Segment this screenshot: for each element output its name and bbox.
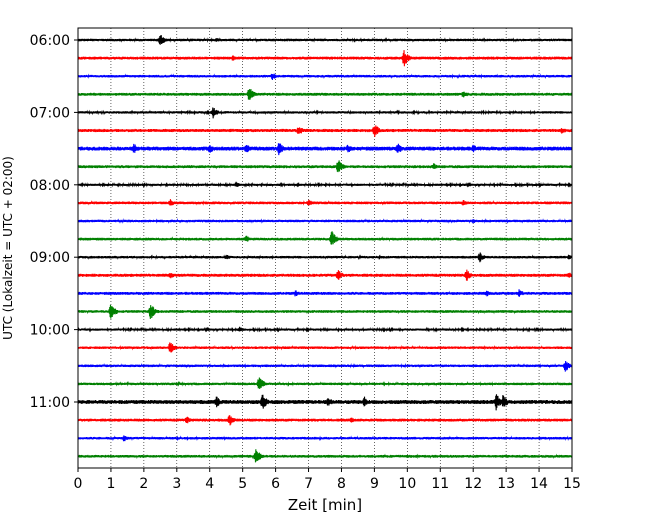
trace-0815 — [77, 199, 573, 206]
plot-area — [78, 28, 572, 468]
trace-0615 — [77, 50, 573, 67]
vertical-grid — [110, 28, 540, 468]
y-axis-label: UTC (Lokalzeit = UTC + 02:00) — [1, 156, 15, 340]
trace-0800 — [77, 181, 573, 188]
trace-0845 — [77, 231, 573, 245]
x-axis-ticks: 0 1 2 3 4 5 6 7 8 9 10 11 12 13 14 15 — [74, 468, 581, 492]
x-tick-label: 10 — [398, 476, 416, 492]
x-tick-label: 11 — [431, 476, 449, 492]
seismogram-traces — [77, 35, 573, 463]
y-tick-label: 08:00 — [30, 178, 70, 194]
x-tick-label: 4 — [205, 476, 214, 492]
x-tick-label: 12 — [464, 476, 482, 492]
x-tick-label: 6 — [271, 476, 280, 492]
trace-0730 — [77, 143, 573, 156]
x-tick-label: 0 — [74, 476, 83, 492]
trace-1045 — [77, 377, 573, 389]
x-tick-label: 14 — [530, 476, 548, 492]
x-tick-label: 13 — [497, 476, 515, 492]
trace-1145 — [77, 449, 573, 463]
trace-1100 — [77, 394, 573, 411]
x-tick-label: 9 — [370, 476, 379, 492]
trace-0945 — [77, 304, 573, 319]
trace-0930 — [77, 289, 573, 297]
x-tick-label: 1 — [106, 476, 115, 492]
trace-0900 — [77, 252, 573, 263]
trace-0630 — [77, 73, 573, 80]
trace-0700 — [77, 107, 573, 119]
plot-frame — [77, 27, 573, 469]
x-tick-label: 15 — [563, 476, 581, 492]
trace-1015 — [77, 342, 573, 353]
trace-1000 — [77, 326, 573, 333]
trace-1130 — [77, 435, 573, 442]
trace-1030 — [77, 360, 573, 372]
x-tick-label: 7 — [304, 476, 313, 492]
trace-0645 — [77, 88, 573, 101]
x-tick-label: 5 — [238, 476, 247, 492]
trace-1115 — [77, 415, 573, 426]
y-tick-label: 11:00 — [30, 395, 70, 411]
y-tick-label: 09:00 — [30, 250, 70, 266]
x-tick-label: 3 — [172, 476, 181, 492]
trace-0745 — [77, 160, 573, 173]
y-tick-label: 10:00 — [30, 323, 70, 339]
y-axis-ticks: 06:00 07:00 08:00 09:00 10:00 11:00 — [30, 33, 78, 411]
trace-0600 — [77, 35, 573, 45]
x-tick-label: 8 — [337, 476, 346, 492]
x-tick-label: 2 — [139, 476, 148, 492]
y-tick-label: 06:00 — [30, 33, 70, 49]
y-tick-label: 07:00 — [30, 105, 70, 121]
trace-0830 — [77, 218, 573, 224]
trace-0715 — [77, 125, 573, 137]
x-axis-label: Zeit [min] — [288, 496, 362, 514]
trace-0915 — [77, 269, 573, 281]
